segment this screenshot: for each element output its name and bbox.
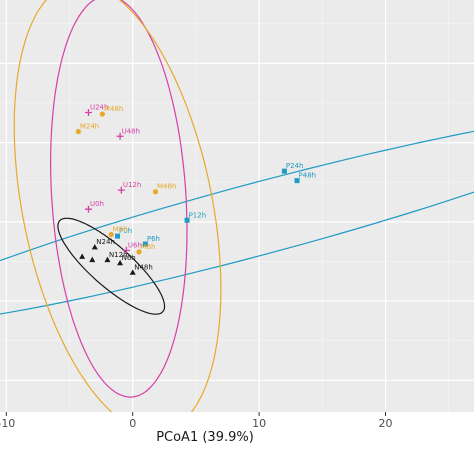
point-P0h-marker [115,233,121,239]
point-P12h-marker [184,217,190,223]
ellipse-U [49,0,188,398]
point-P48h-marker [294,178,300,184]
point-n-unlabeled-marker [79,253,86,259]
ellipse-M [13,0,222,412]
point-P48h-label: P48h [299,172,317,180]
point-M6h-marker [136,249,142,255]
point-M24h-marker [75,128,81,135]
point-N6h-label: N6h [122,254,136,262]
point-N24h-label: N24h [96,238,115,246]
x-tick-label: 10 [252,417,266,430]
point-M0h-marker [108,231,114,238]
point-P0h-label: P0h [119,227,132,235]
point-U48h-marker [116,132,124,140]
point-M6h-label: M6h [141,243,156,251]
point-N48h-label: N48h [134,264,153,272]
point-n-unlabeled-marker [89,256,96,263]
x-tick-label: 20 [379,417,393,430]
x-tick-label: 0 [129,417,136,430]
point-P6h-marker [142,241,148,247]
point-M0h-label: M0h [113,226,128,234]
plot-panel [0,0,474,412]
x-axis-ticks: -10 0 10 20 [0,412,393,430]
point-U0h-marker [84,205,92,213]
point-U24h-label: U24h [90,104,108,112]
ellipse-P [0,130,474,315]
data-points: P24h P48h P12h P0h P6h U24h U48h U12h U0h U6h M48h… [75,104,317,275]
point-U6h-label: U6h [128,241,142,249]
point-P6h-label: P6h [147,235,160,243]
point-U6h-marker [122,246,130,254]
point-M48h-label: M48h [157,183,176,191]
x-tick-label: -10 [0,417,15,430]
point-N12h-marker [104,256,111,263]
point-M48h-marker [99,111,105,117]
point-M24h-label: M24h [80,123,99,131]
point-U12h-marker [117,186,125,194]
confidence-ellipses [0,0,474,412]
point-P12h-label: P12h [189,211,207,219]
x-axis-label: PCoA1 (39.9%) [156,430,254,445]
ellipse-N [57,217,166,315]
point-N24h-marker [91,244,98,250]
gridlines [0,0,474,412]
point-P24h-marker [281,168,287,174]
point-U24h-marker [84,109,92,117]
point-N48h-marker [129,269,136,275]
point-P24h-label: P24h [286,162,304,170]
point-N12h-label: N12h [109,251,128,259]
point-N6h-marker [117,259,124,266]
point-M48h-label: M48h [104,105,123,113]
point-U12h-label: U12h [123,181,141,189]
point-U0h-label: U0h [90,200,104,208]
point-M48h-marker [152,189,159,195]
point-U48h-label: U48h [122,127,140,135]
